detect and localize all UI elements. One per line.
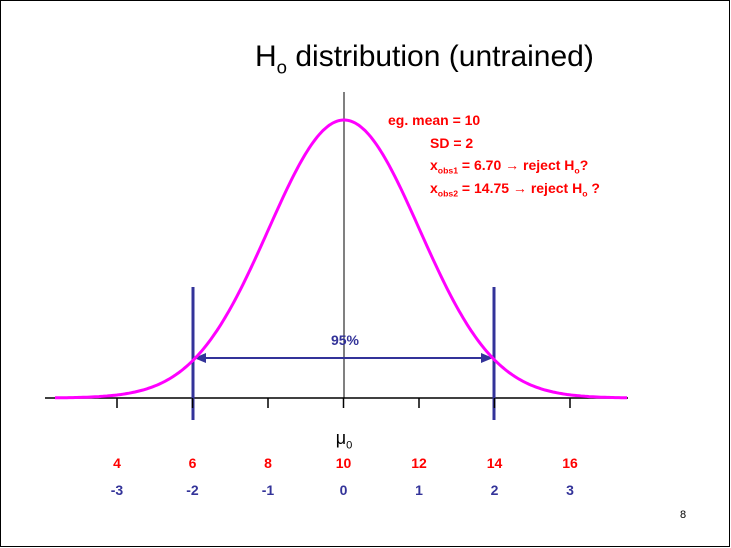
x-value: 14 (487, 455, 503, 471)
x-value: 6 (189, 455, 197, 471)
annotation-part: = 14.75 → reject H (458, 180, 582, 196)
x-value: 12 (411, 455, 427, 471)
title-part: distribution (untrained) (287, 40, 594, 73)
annotation: eg. mean = 10 (388, 112, 480, 128)
x-value: 10 (336, 455, 352, 471)
axis-label-part: μ (336, 428, 346, 448)
annotation-part: ? (580, 157, 589, 173)
axis-label: μ0 (336, 428, 353, 452)
x-value: 4 (113, 455, 121, 471)
x-value: 16 (562, 455, 578, 471)
title-part: o (277, 57, 287, 78)
interval-label-part: 95% (331, 332, 360, 348)
interval-label: 95% (331, 332, 360, 348)
annotation-part: SD = 2 (430, 135, 473, 151)
arrow-head (481, 353, 493, 363)
normal-curve (55, 118, 628, 400)
z-value: -3 (111, 482, 124, 498)
annotation: SD = 2 (430, 135, 473, 151)
annotation-part: o (582, 189, 587, 199)
axis-label-part: 0 (346, 440, 352, 452)
annotation: xobs2 = 14.75 → reject Ho ? (430, 180, 600, 199)
page-number: 8 (680, 509, 686, 521)
z-value: 3 (566, 482, 574, 498)
title-part: H (255, 40, 277, 73)
z-value: -2 (186, 482, 199, 498)
annotation-part: eg. mean = 10 (388, 112, 480, 128)
x-value: 8 (264, 455, 272, 471)
annotation-part: o (574, 166, 579, 176)
annotation-part: x (430, 157, 438, 173)
annotation: xobs1 = 6.70 → reject Ho? (430, 157, 588, 176)
annotation-part: obs2 (438, 189, 458, 199)
z-value: 1 (415, 482, 423, 498)
z-value: 2 (491, 482, 499, 498)
annotation-part: ? (588, 180, 600, 196)
z-value: 0 (340, 482, 348, 498)
annotation-part: = 6.70 → reject H (458, 157, 574, 173)
arrow-head (194, 353, 206, 363)
z-value: -1 (262, 482, 275, 498)
annotation-part: x (430, 180, 438, 196)
title: Ho distribution (untrained) (255, 40, 594, 78)
annotation-part: obs1 (438, 166, 458, 176)
